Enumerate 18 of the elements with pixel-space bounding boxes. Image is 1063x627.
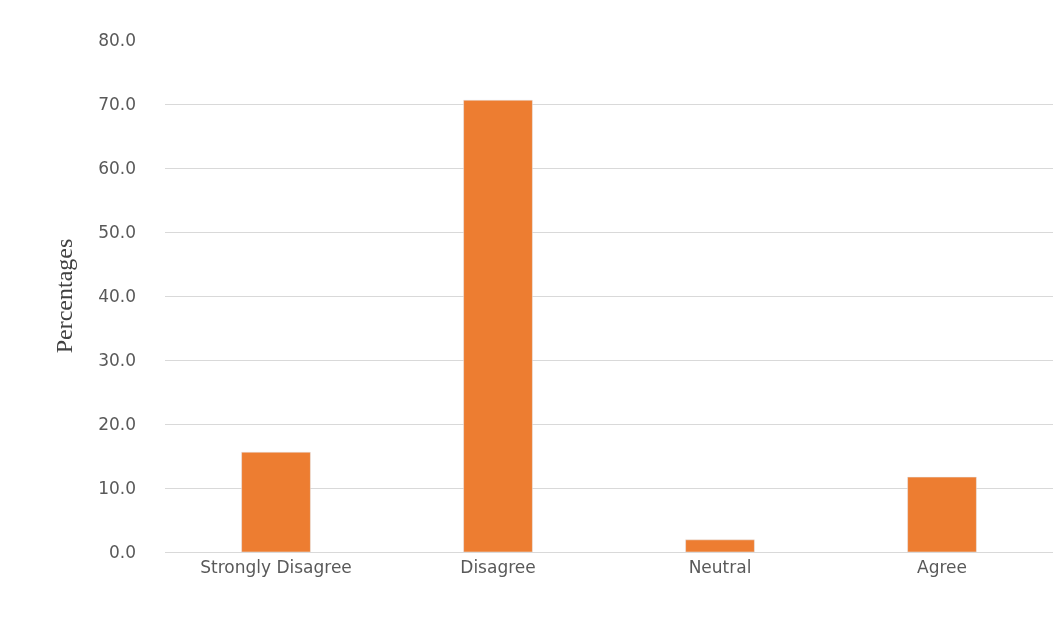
y-tick-label: 10.0 bbox=[98, 477, 136, 498]
y-tick-label: 50.0 bbox=[98, 221, 136, 242]
y-tick-label: 70.0 bbox=[98, 93, 136, 114]
y-tick-label: 0.0 bbox=[108, 541, 136, 562]
bar bbox=[685, 539, 755, 552]
x-tick-label: Strongly Disagree bbox=[200, 557, 352, 578]
y-tick-label: 20.0 bbox=[98, 413, 136, 434]
bar bbox=[241, 451, 311, 552]
y-tick-label: 30.0 bbox=[98, 349, 136, 370]
bar bbox=[463, 99, 533, 552]
bar bbox=[907, 476, 977, 552]
x-tick-label: Neutral bbox=[688, 557, 752, 578]
y-axis-title: Percentages bbox=[51, 238, 78, 354]
y-tick-label: 40.0 bbox=[98, 285, 136, 306]
x-tick-label: Agree bbox=[917, 557, 967, 578]
x-tick-label: Disagree bbox=[460, 557, 536, 578]
y-tick-label: 80.0 bbox=[98, 29, 136, 50]
y-tick-label: 60.0 bbox=[98, 157, 136, 178]
